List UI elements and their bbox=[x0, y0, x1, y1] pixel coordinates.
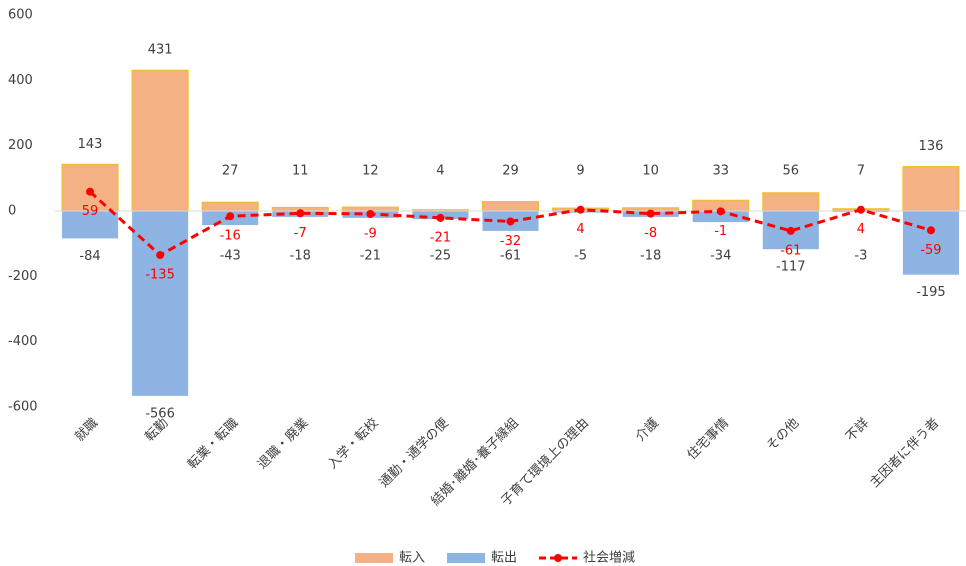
y-tick-label: -200 bbox=[8, 269, 38, 284]
bar bbox=[902, 166, 960, 212]
data-label: -61 bbox=[500, 249, 521, 264]
line-point bbox=[436, 213, 445, 222]
data-label: -195 bbox=[916, 285, 946, 300]
legend-label: 社会増減 bbox=[583, 550, 635, 566]
data-label: 27 bbox=[222, 164, 239, 179]
data-label: -9 bbox=[364, 226, 377, 241]
data-label: -566 bbox=[145, 406, 175, 421]
data-label: 59 bbox=[82, 204, 99, 219]
bar bbox=[62, 211, 119, 239]
data-label: -117 bbox=[776, 260, 806, 275]
data-label: 10 bbox=[642, 164, 659, 179]
bar bbox=[131, 69, 189, 212]
line-point bbox=[156, 251, 165, 260]
legend-swatch bbox=[554, 554, 563, 562]
data-label: 136 bbox=[919, 139, 944, 154]
bar bbox=[692, 211, 749, 223]
data-label: -25 bbox=[430, 249, 451, 264]
data-label: -18 bbox=[640, 249, 661, 264]
data-label: -21 bbox=[430, 230, 451, 245]
x-tick-label-group: 退職・廃業 bbox=[254, 415, 311, 472]
data-label: 431 bbox=[148, 43, 173, 58]
bar bbox=[902, 211, 959, 275]
data-label: -59 bbox=[920, 243, 941, 258]
data-label: 4 bbox=[576, 222, 584, 237]
data-label: -8 bbox=[644, 226, 657, 241]
line-point bbox=[506, 217, 515, 226]
line-point bbox=[716, 207, 725, 216]
x-tick-label-group: 入学・転校 bbox=[324, 415, 381, 472]
data-label: 9 bbox=[576, 164, 584, 179]
data-label: -18 bbox=[290, 249, 311, 264]
data-label: -7 bbox=[294, 226, 307, 241]
legend-label: 転出 bbox=[491, 551, 517, 566]
legend-swatch bbox=[447, 553, 486, 563]
bar bbox=[132, 211, 189, 396]
y-tick-label: 0 bbox=[8, 204, 16, 219]
data-label: -32 bbox=[500, 234, 521, 249]
y-tick-label: -400 bbox=[8, 334, 38, 349]
data-label: -1 bbox=[714, 224, 727, 239]
x-tick-label-group: 転業・転職 bbox=[184, 415, 241, 472]
line-point bbox=[926, 226, 935, 235]
x-tick-label: 主因者に伴う者 bbox=[867, 416, 942, 491]
x-tick-label: 入学・転校 bbox=[324, 415, 381, 472]
x-tick-label: 不詳 bbox=[842, 415, 872, 445]
x-tick-label: 退職・廃業 bbox=[254, 415, 311, 472]
data-label: 4 bbox=[436, 164, 444, 179]
data-label: -5 bbox=[574, 249, 587, 264]
bar bbox=[201, 201, 259, 212]
data-label: -34 bbox=[710, 249, 731, 264]
x-tick-label: 住宅事情 bbox=[685, 416, 732, 463]
y-tick-label: 400 bbox=[8, 73, 33, 88]
bar bbox=[61, 163, 119, 212]
data-label: -135 bbox=[145, 268, 175, 283]
y-tick-label: -600 bbox=[8, 400, 38, 415]
data-label: 11 bbox=[292, 164, 309, 179]
x-tick-label: 就職 bbox=[72, 416, 101, 445]
x-tick-label-group: 就職 bbox=[72, 416, 101, 445]
bar bbox=[481, 201, 540, 212]
x-tick-label: 転業・転職 bbox=[184, 415, 241, 472]
x-tick-label: その他 bbox=[764, 416, 802, 454]
line-point bbox=[86, 187, 95, 196]
x-tick-label-group: 不詳 bbox=[842, 415, 872, 445]
y-tick-label: 200 bbox=[8, 138, 33, 153]
x-tick-label: 通勤・通学の便 bbox=[376, 415, 452, 491]
legend-swatch bbox=[355, 553, 393, 563]
line-point bbox=[646, 209, 655, 218]
line-point bbox=[296, 209, 305, 218]
data-label: -61 bbox=[780, 243, 801, 258]
data-label: 12 bbox=[362, 164, 379, 179]
y-tick-label: 600 bbox=[8, 8, 33, 23]
data-label: 4 bbox=[857, 222, 865, 237]
data-label: -3 bbox=[854, 249, 867, 264]
x-tick-label-group: その他 bbox=[764, 416, 802, 454]
data-label: -84 bbox=[79, 249, 100, 264]
data-label: 33 bbox=[712, 164, 729, 179]
data-label: 7 bbox=[857, 164, 865, 179]
x-tick-label-group: 通勤・通学の便 bbox=[376, 415, 452, 491]
x-tick-label-group: 主因者に伴う者 bbox=[867, 416, 942, 491]
line-point bbox=[226, 212, 235, 221]
data-label: 29 bbox=[502, 164, 519, 179]
x-tick-label: 介護 bbox=[632, 415, 662, 445]
data-label: -16 bbox=[220, 229, 241, 244]
data-label: -21 bbox=[360, 249, 381, 264]
x-tick-label-group: 住宅事情 bbox=[685, 416, 732, 463]
bar bbox=[762, 192, 820, 212]
data-label: 56 bbox=[783, 164, 800, 179]
legend-label: 転入 bbox=[399, 551, 425, 566]
line-point bbox=[856, 205, 865, 214]
data-label: 143 bbox=[78, 137, 103, 152]
line-point bbox=[576, 205, 585, 214]
line-point bbox=[786, 226, 795, 235]
x-tick-label-group: 介護 bbox=[632, 415, 662, 445]
line-point bbox=[366, 209, 375, 218]
data-label: -43 bbox=[220, 249, 241, 264]
